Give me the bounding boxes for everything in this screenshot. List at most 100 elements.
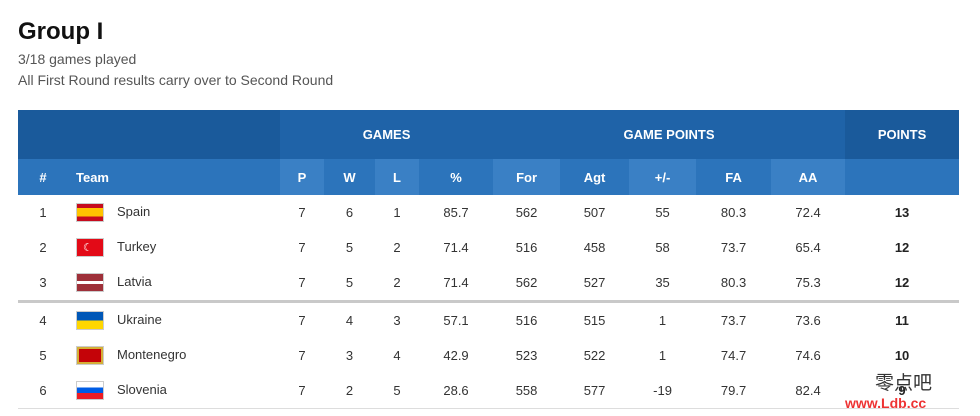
cell-aa: 74.6 <box>795 348 821 363</box>
team-cell[interactable]: Turkey <box>68 230 280 265</box>
col-wins[interactable]: W <box>324 159 375 195</box>
cell-agt: 458 <box>583 240 606 255</box>
col-aa[interactable]: AA <box>771 159 846 195</box>
games-group-header: GAMES <box>280 110 494 159</box>
cell-fa: 74.7 <box>720 348 747 363</box>
cell-pts: 9 <box>845 373 960 409</box>
team-name[interactable]: Latvia <box>117 273 152 289</box>
table-row[interactable]: 3 Latvia 7 5 2 71.4 562 527 35 80.3 75.3 12 <box>18 265 959 302</box>
cell-diff: 1 <box>658 348 667 363</box>
cell-l: 2 <box>393 240 401 255</box>
cell-w: 5 <box>345 275 354 290</box>
table-row[interactable]: 5 Montenegro 7 3 4 42.9 523 522 1 74.7 74.6 10 <box>18 338 959 373</box>
cell-w: 3 <box>345 348 354 363</box>
flag-ukraine-icon <box>76 311 104 330</box>
team-cell[interactable]: Slovenia <box>68 373 280 409</box>
team-name[interactable]: Ukraine <box>117 311 162 327</box>
cell-p: 7 <box>298 205 306 220</box>
watermark-text: 零点吧 <box>875 372 933 394</box>
blank-group-header <box>18 110 280 159</box>
col-rank[interactable]: # <box>18 159 68 195</box>
games-played-text: 3/18 games played <box>18 51 137 67</box>
cell-fa: 73.7 <box>696 300 772 338</box>
cell-pct: 71.4 <box>443 240 469 255</box>
cell-l: 5 <box>375 373 419 409</box>
team-name[interactable]: Slovenia <box>117 381 167 397</box>
team-cell[interactable]: Spain <box>68 195 280 230</box>
team-name[interactable]: Montenegro <box>117 346 187 362</box>
cell-rank: 1 <box>39 205 47 220</box>
cell-aa: 65.4 <box>795 240 821 255</box>
team-name[interactable]: Turkey <box>117 238 157 254</box>
points-group-header[interactable]: POINTS <box>845 110 960 159</box>
cell-aa: 73.6 <box>771 300 846 338</box>
cell-agt: 507 <box>583 205 606 220</box>
table-row[interactable]: 4 Ukraine 7 4 3 57.1 516 515 1 73.7 73.6 11 <box>18 300 960 338</box>
cell-p: 7 <box>298 240 306 255</box>
col-points <box>845 159 960 195</box>
col-win-pct[interactable]: % <box>419 159 494 195</box>
cell-aa: 75.3 <box>795 275 821 290</box>
cell-for: 516 <box>515 240 538 255</box>
cell-for: 558 <box>493 373 561 409</box>
cell-rank: 6 <box>18 373 68 409</box>
col-for[interactable]: For <box>493 159 561 195</box>
col-losses[interactable]: L <box>375 159 419 195</box>
table-row[interactable]: 2 Turkey 7 5 2 71.4 516 458 58 73.7 65.4 12 <box>18 230 959 265</box>
cell-rank: 4 <box>18 300 68 338</box>
cell-pts: 12 <box>894 275 910 290</box>
cell-rank: 2 <box>39 240 47 255</box>
team-cell[interactable]: Montenegro <box>68 338 280 373</box>
cell-agt: 522 <box>583 348 606 363</box>
flag-spain-icon <box>76 203 104 222</box>
cell-rank: 5 <box>39 348 47 363</box>
cell-diff: 55 <box>655 205 670 220</box>
cell-aa: 72.4 <box>795 205 821 220</box>
cell-pts: 12 <box>894 240 910 255</box>
cell-pts: 10 <box>894 348 910 363</box>
cell-aa: 82.4 <box>771 373 846 409</box>
cell-w: 5 <box>345 240 354 255</box>
cell-pct: 28.6 <box>419 373 494 409</box>
cell-rank: 3 <box>39 275 47 290</box>
cell-fa: 80.3 <box>720 205 747 220</box>
game-points-group-header: GAME POINTS <box>493 110 846 159</box>
cell-diff: 1 <box>629 300 697 338</box>
cell-w: 2 <box>324 373 375 409</box>
cell-l: 4 <box>393 348 401 363</box>
cell-l: 2 <box>393 275 401 290</box>
col-against[interactable]: Agt <box>560 159 630 195</box>
team-name[interactable]: Spain <box>117 203 151 219</box>
carry-over-note: All First Round results carry over to Se… <box>18 72 334 88</box>
cell-p: 7 <box>298 275 306 290</box>
cell-l: 1 <box>393 205 401 220</box>
page-title: Group I <box>18 18 104 45</box>
cell-for: 516 <box>493 300 561 338</box>
watermark-url: www.Ldb.cc <box>845 395 927 411</box>
table-row[interactable]: 1 Spain 7 6 1 85.7 562 507 55 80.3 72.4 13 <box>18 195 959 230</box>
table-row[interactable]: 6 Slovenia 7 2 5 28.6 558 577 -19 79.7 82.4 9 <box>18 373 960 409</box>
flag-slovenia-icon <box>76 381 104 400</box>
cell-agt: 577 <box>560 373 630 409</box>
cell-for: 562 <box>515 275 538 290</box>
col-fa[interactable]: FA <box>696 159 772 195</box>
team-cell[interactable]: Ukraine <box>68 300 280 338</box>
cell-pct: 57.1 <box>419 300 494 338</box>
cell-agt: 527 <box>583 275 606 290</box>
column-header-row: # Team P W L % For Agt +/- FA AA <box>18 159 960 195</box>
cell-pct: 85.7 <box>443 205 469 220</box>
cell-p: 7 <box>280 300 324 338</box>
team-cell[interactable]: Latvia <box>68 265 280 302</box>
col-team[interactable]: Team <box>68 159 280 195</box>
col-diff[interactable]: +/- <box>629 159 697 195</box>
cell-fa: 73.7 <box>720 240 747 255</box>
cell-w: 6 <box>345 205 354 220</box>
flag-latvia-icon <box>76 273 104 292</box>
col-played[interactable]: P <box>280 159 324 195</box>
cell-l: 3 <box>375 300 419 338</box>
cell-diff: 58 <box>655 240 670 255</box>
cell-agt: 515 <box>560 300 630 338</box>
cell-p: 7 <box>280 373 324 409</box>
cell-pct: 71.4 <box>443 275 469 290</box>
cell-fa: 80.3 <box>720 275 747 290</box>
